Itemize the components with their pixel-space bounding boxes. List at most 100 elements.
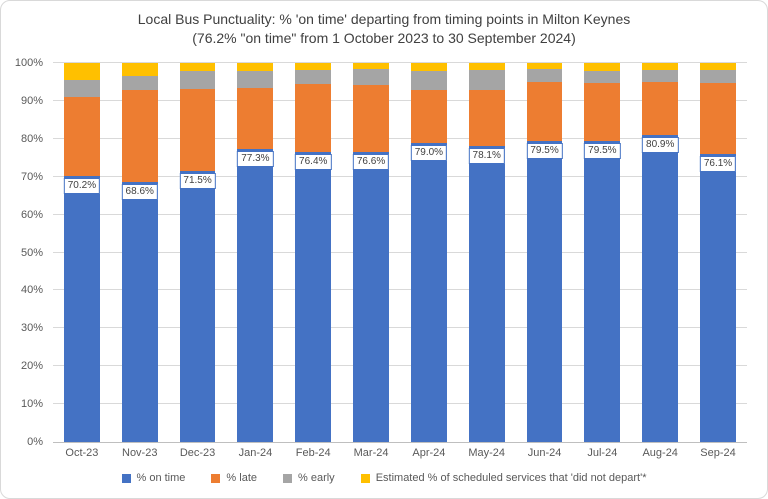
bar-segment-Jan-24-late[interactable] xyxy=(237,88,274,150)
y-tick-label-100%: 100% xyxy=(14,57,43,69)
bar-segment-Feb-24-on-time[interactable] xyxy=(295,152,332,442)
bar-segment-Mar-24-early[interactable] xyxy=(353,69,389,86)
bar-slot-Jan-24: 77.3% xyxy=(226,63,284,442)
bar-segment-Jul-24-on-time[interactable] xyxy=(584,140,621,442)
data-label-Jul-24[interactable]: 79.5% xyxy=(584,142,621,159)
x-tick-label-Sep-24: Sep-24 xyxy=(700,447,736,459)
bar-segment-Feb-24-late[interactable] xyxy=(295,84,332,153)
x-tick-label-Mar-24: Mar-24 xyxy=(353,447,389,459)
data-label-Sep-24[interactable]: 76.1% xyxy=(699,155,737,172)
bar-segment-Dec-23-on-time[interactable] xyxy=(179,171,216,442)
bar-slot-Jul-24: 79.5% xyxy=(573,63,631,442)
data-label-Jan-24[interactable]: 77.3% xyxy=(237,151,274,168)
legend-item-did-not-depart[interactable]: Estimated % of scheduled services that '… xyxy=(360,472,647,485)
bar-segment-Nov-23-early[interactable] xyxy=(121,75,158,91)
bar-May-24 xyxy=(468,63,505,442)
bar-Nov-23 xyxy=(121,63,158,442)
bar-Oct-23 xyxy=(63,63,100,442)
bar-segment-Jun-24-late[interactable] xyxy=(526,81,563,141)
data-label-Mar-24[interactable]: 76.6% xyxy=(352,153,390,170)
bar-segment-Dec-23-late[interactable] xyxy=(179,88,216,172)
bar-segment-Oct-23-on-time[interactable] xyxy=(63,175,100,442)
y-tick-label-50%: 50% xyxy=(20,246,43,259)
bar-segment-Oct-23-late[interactable] xyxy=(63,97,100,176)
x-tick-label-Feb-24: Feb-24 xyxy=(295,447,331,459)
y-axis: 0% 10% 20% 30% 40% 50% 60% 70% 80% 90% 100% xyxy=(1,1,47,498)
bar-segment-Apr-24-late[interactable] xyxy=(410,90,447,143)
bar-segment-Mar-24-on-time[interactable] xyxy=(353,151,389,442)
bar-slot-Jun-24: 79.5% xyxy=(516,63,574,442)
legend-swatch-icon xyxy=(283,474,292,483)
legend-item-early[interactable]: % early xyxy=(283,472,335,485)
bar-segment-Jan-24-early[interactable] xyxy=(237,70,274,89)
gridline-80% xyxy=(53,137,747,139)
bar-segment-Sep-24-did-not-depart[interactable] xyxy=(700,63,736,71)
bar-segment-Aug-24-on-time[interactable] xyxy=(642,135,679,442)
bar-segment-Aug-24-did-not-depart[interactable] xyxy=(642,63,679,70)
legend-item-late[interactable]: % late xyxy=(211,472,257,485)
y-tick-label-40%: 40% xyxy=(20,284,43,297)
bar-segment-Jul-24-did-not-depart[interactable] xyxy=(584,63,621,71)
bar-segment-Feb-24-did-not-depart[interactable] xyxy=(295,63,332,70)
y-tick-label-90%: 90% xyxy=(20,94,43,107)
bar-segment-Jan-24-on-time[interactable] xyxy=(237,149,274,442)
bar-segment-May-24-did-not-depart[interactable] xyxy=(468,63,505,70)
y-tick-label-30%: 30% xyxy=(20,322,43,335)
legend-item-on-time[interactable]: % on time xyxy=(121,472,185,485)
bar-segment-Dec-23-early[interactable] xyxy=(179,70,216,89)
bar-Mar-24 xyxy=(353,63,389,442)
legend-label: Estimated % of scheduled services that '… xyxy=(375,472,647,484)
bar-segment-Apr-24-did-not-depart[interactable] xyxy=(410,63,447,71)
bar-segment-Dec-23-did-not-depart[interactable] xyxy=(179,63,216,71)
x-tick-label-Nov-23: Nov-23 xyxy=(122,447,158,459)
bar-segment-Nov-23-did-not-depart[interactable] xyxy=(121,63,158,76)
bar-segment-Jul-24-late[interactable] xyxy=(584,83,621,141)
bar-segment-May-24-on-time[interactable] xyxy=(468,146,505,442)
legend-swatch-icon xyxy=(360,474,370,483)
bar-segment-Mar-24-did-not-depart[interactable] xyxy=(353,63,389,70)
bar-segment-Sep-24-on-time[interactable] xyxy=(700,153,736,442)
bar-segment-Oct-23-early[interactable] xyxy=(63,79,100,98)
bar-segment-May-24-early[interactable] xyxy=(468,69,505,90)
data-label-Oct-23[interactable]: 70.2% xyxy=(63,177,101,194)
data-label-Feb-24[interactable]: 76.4% xyxy=(295,154,332,171)
data-label-May-24[interactable]: 78.1% xyxy=(468,148,505,164)
bar-Aug-24 xyxy=(642,63,679,442)
bar-segment-Jan-24-did-not-depart[interactable] xyxy=(237,63,274,71)
data-label-Aug-24[interactable]: 80.9% xyxy=(642,137,679,154)
y-tick-label-20%: 20% xyxy=(20,360,43,373)
bar-segment-Aug-24-late[interactable] xyxy=(642,81,679,136)
y-tick-label-60%: 60% xyxy=(20,208,43,221)
bar-segment-Sep-24-early[interactable] xyxy=(700,70,736,84)
data-label-Dec-23[interactable]: 71.5% xyxy=(179,173,216,189)
bar-slot-Feb-24: 76.4% xyxy=(284,63,342,442)
gridline-60% xyxy=(53,213,747,215)
legend-swatch-icon xyxy=(211,474,221,483)
bar-segment-Sep-24-late[interactable] xyxy=(700,83,736,154)
x-tick-label-Aug-24: Aug-24 xyxy=(642,447,678,459)
data-label-Jun-24[interactable]: 79.5% xyxy=(526,142,563,159)
bar-segment-Aug-24-early[interactable] xyxy=(642,69,679,82)
chart-legend: % on time % late % early Estimated % of sch… xyxy=(1,472,767,485)
bar-slot-Apr-24: 79.0% xyxy=(400,63,458,442)
bar-segment-May-24-late[interactable] xyxy=(468,89,505,147)
bar-segment-Jun-24-did-not-depart[interactable] xyxy=(526,63,563,70)
bar-segment-Apr-24-early[interactable] xyxy=(410,70,447,91)
bar-segment-Apr-24-on-time[interactable] xyxy=(410,142,447,442)
bar-segment-Feb-24-early[interactable] xyxy=(295,69,332,85)
gridline-30% xyxy=(53,327,747,329)
bar-segment-Jul-24-early[interactable] xyxy=(584,70,621,84)
bar-segment-Nov-23-on-time[interactable] xyxy=(121,182,158,442)
x-tick-label-Apr-24: Apr-24 xyxy=(412,447,446,459)
data-label-Apr-24[interactable]: 79.0% xyxy=(410,144,448,161)
bar-segment-Mar-24-late[interactable] xyxy=(353,85,389,152)
bar-segment-Jun-24-on-time[interactable] xyxy=(526,140,563,442)
x-tick-label-Jul-24: Jul-24 xyxy=(587,447,618,459)
bar-slot-May-24: 78.1% xyxy=(458,63,516,442)
bar-segment-Jun-24-early[interactable] xyxy=(526,69,563,82)
bar-segment-Oct-23-did-not-depart[interactable] xyxy=(63,63,100,80)
data-label-Nov-23[interactable]: 68.6% xyxy=(121,184,158,200)
bar-slot-Sep-24: 76.1% xyxy=(689,63,747,442)
bar-segment-Nov-23-late[interactable] xyxy=(121,90,158,183)
